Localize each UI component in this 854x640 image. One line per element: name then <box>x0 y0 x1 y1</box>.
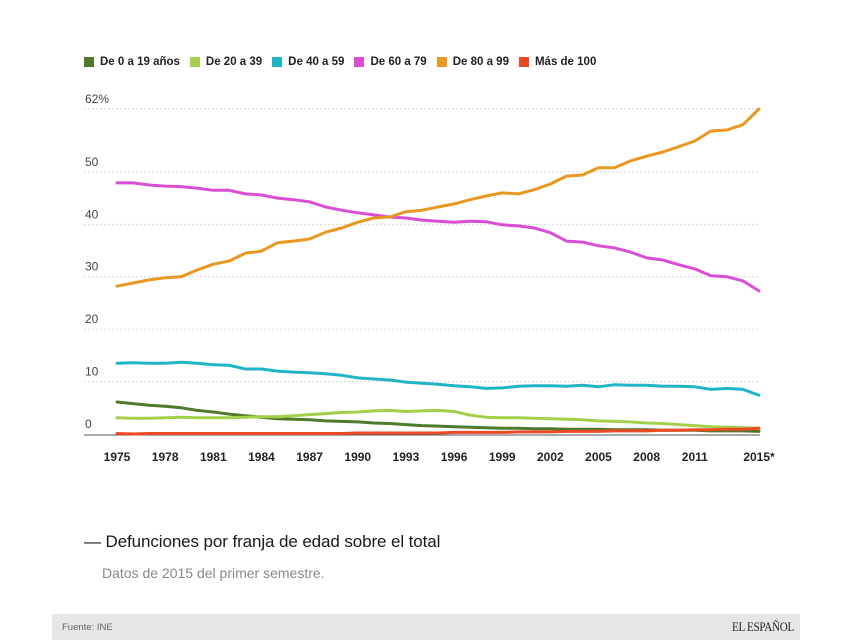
brand-logo: EL ESPAÑOL <box>731 619 794 634</box>
legend-item: De 60 a 79 <box>354 56 427 68</box>
chart-legend: De 0 a 19 años De 20 a 39 De 40 a 59 De 60 … <box>84 56 606 68</box>
y-tick-label: 50 <box>85 155 99 169</box>
y-tick-label: 62% <box>85 92 109 106</box>
chart-caption-title: — Defunciones por franja de edad sobre e… <box>84 532 441 551</box>
x-tick-label: 1978 <box>152 450 179 464</box>
legend-item: De 0 a 19 años <box>84 56 180 68</box>
x-tick-label: 2011 <box>682 450 708 464</box>
series-line-1 <box>115 408 761 430</box>
grid-lines <box>84 108 759 383</box>
legend-label: De 40 a 59 <box>288 56 345 68</box>
x-tick-label: 1993 <box>393 450 420 464</box>
y-tick-label: 40 <box>85 207 99 221</box>
x-tick-label: 1996 <box>441 450 468 464</box>
legend-item: De 40 a 59 <box>272 56 344 68</box>
legend-label: Más de 100 <box>534 56 597 68</box>
series-line-3 <box>115 181 761 293</box>
x-tick-label: 1975 <box>104 450 131 464</box>
legend-swatch <box>518 57 529 67</box>
x-tick-label: 1981 <box>200 450 227 464</box>
x-tick-label: 2005 <box>585 450 612 464</box>
legend-swatch <box>189 57 200 67</box>
series-line-2 <box>115 360 761 397</box>
legend-item: De 80 a 99 <box>436 56 509 68</box>
series-line-5 <box>115 426 761 436</box>
x-tick-label: 1999 <box>489 450 516 464</box>
y-tick-label: 0 <box>85 417 92 431</box>
legend-swatch <box>354 57 365 67</box>
legend-swatch <box>84 57 94 67</box>
series-lines <box>115 107 761 436</box>
x-tick-label: 2002 <box>537 450 564 464</box>
x-tick-label: 2015* <box>743 450 775 464</box>
x-tick-label: 1990 <box>344 450 371 464</box>
y-axis-ticks: 0 10 20 30 40 50 62% <box>85 92 109 431</box>
legend-label: De 60 a 79 <box>370 56 427 68</box>
legend-label: De 0 a 19 años <box>100 56 180 68</box>
chart-caption-note: Datos de 2015 del primer semestre. <box>102 565 325 581</box>
legend-label: De 80 a 99 <box>452 56 509 68</box>
legend-swatch <box>272 57 283 67</box>
series-line-4 <box>115 107 761 288</box>
x-tick-label: 1984 <box>248 450 275 464</box>
source-label: Fuente: INE <box>62 622 113 633</box>
legend-item: Más de 100 <box>518 56 597 68</box>
y-tick-label: 30 <box>85 260 99 274</box>
footer-bar: Fuente: INE EL ESPAÑOL <box>52 614 800 640</box>
legend-swatch <box>436 57 447 67</box>
legend-item: De 20 a 39 <box>189 56 263 68</box>
x-tick-label: 2008 <box>633 450 660 464</box>
x-tick-label: 1987 <box>296 450 323 464</box>
x-axis-ticks: 1975 1978 1981 1984 1987 1990 1993 1996 1999 2002… <box>104 450 775 464</box>
y-tick-label: 10 <box>85 365 99 379</box>
y-tick-label: 20 <box>85 312 99 326</box>
legend-label: De 20 a 39 <box>205 56 263 68</box>
